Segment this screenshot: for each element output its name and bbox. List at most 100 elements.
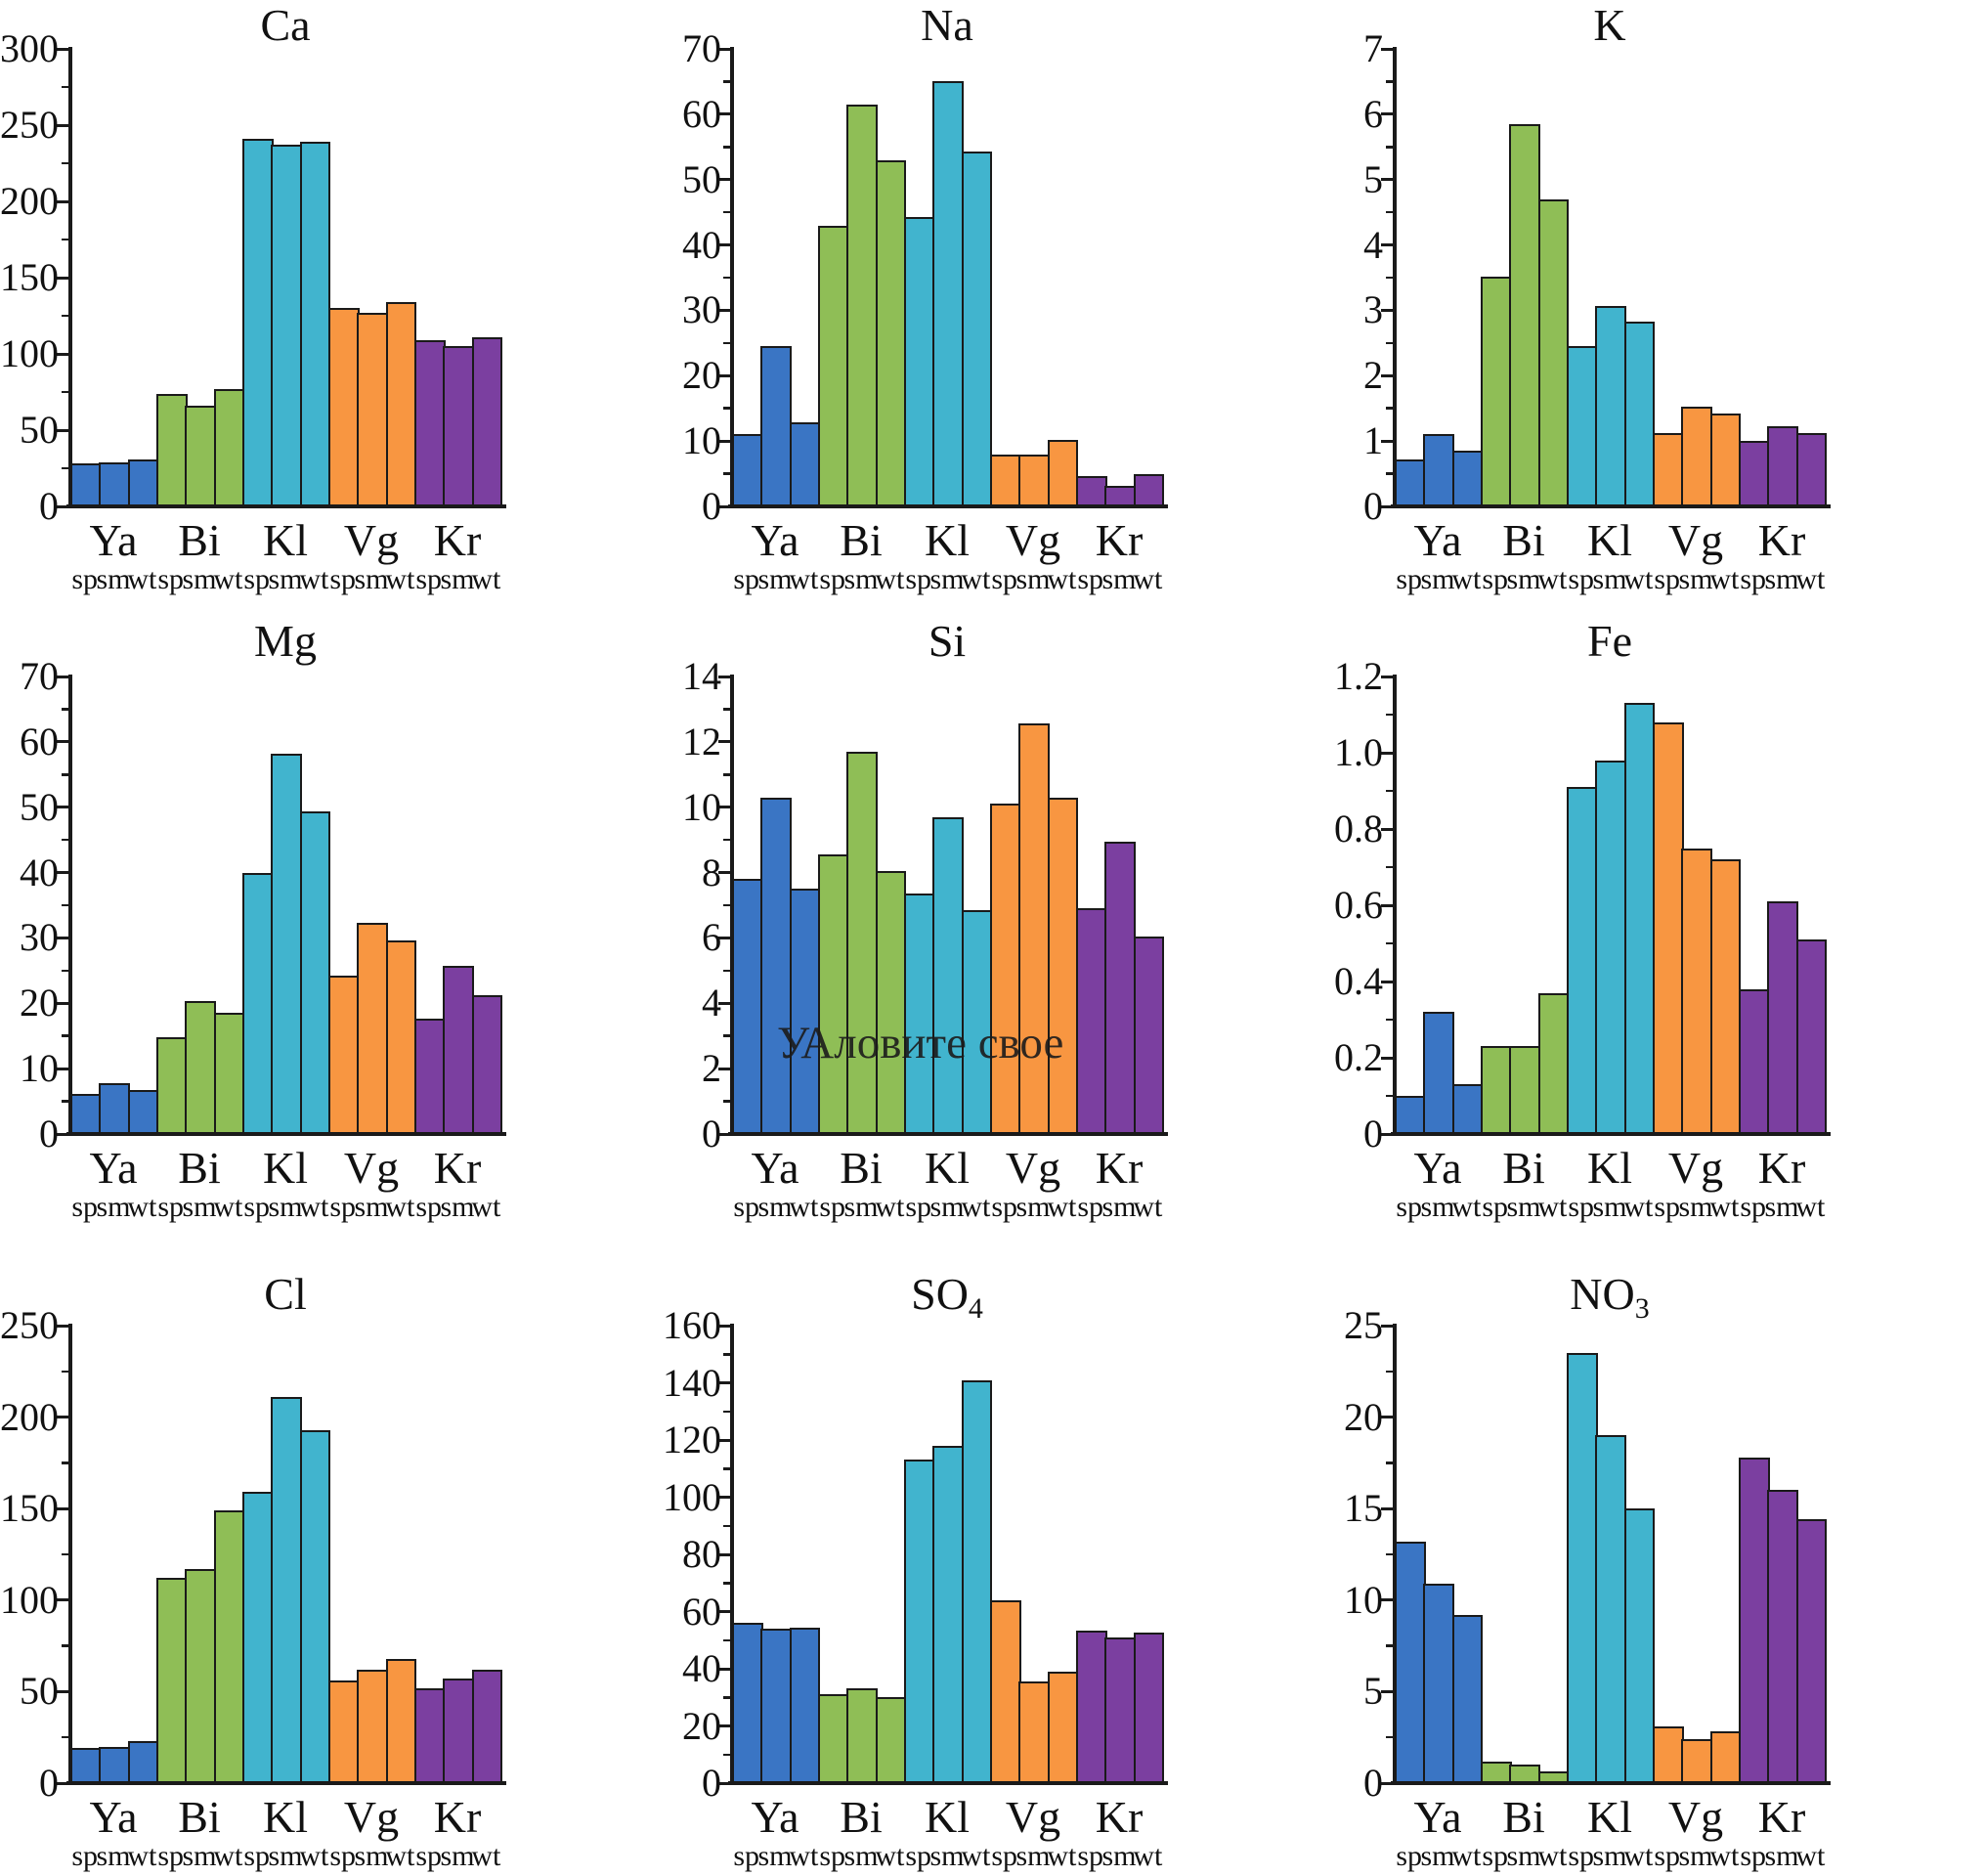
- x-sub-label: sm: [354, 563, 389, 595]
- x-sub-label: sm: [96, 1191, 131, 1223]
- bar-bi-wt: [213, 388, 245, 506]
- y-axis-minor-tick: [723, 1753, 731, 1756]
- bar-kl-sm: [1595, 306, 1627, 506]
- x-sub-label: wt: [875, 1191, 905, 1223]
- y-axis-major-tick: [718, 675, 731, 678]
- x-sub-label: wt: [1047, 563, 1077, 595]
- y-axis-tick-label: 3: [1363, 287, 1383, 332]
- x-group-label: Bi: [1502, 1143, 1545, 1193]
- bar-bi-sm: [185, 1001, 217, 1134]
- y-axis-tick-label: 5: [1363, 156, 1383, 201]
- y-axis-line: [68, 1324, 72, 1785]
- bar-ya-wt: [789, 1627, 821, 1783]
- y-axis-tick-label: 50: [20, 408, 59, 452]
- y-axis-major-tick: [718, 1324, 731, 1328]
- bar-kr-sp: [414, 339, 446, 506]
- y-axis-minor-tick: [723, 969, 731, 973]
- bar-ya-sp: [1395, 1541, 1426, 1783]
- bar-kl-wt: [299, 142, 331, 506]
- bar-ya-wt: [789, 422, 821, 506]
- x-sub-label: wt: [1709, 1840, 1740, 1872]
- y-axis-minor-tick: [723, 146, 731, 149]
- chart-title-text: Si: [928, 616, 967, 666]
- bar-bi-wt: [213, 1510, 245, 1783]
- y-axis-major-tick: [1381, 1781, 1394, 1785]
- x-group-label: Vg: [1005, 1143, 1061, 1193]
- x-group-label: Kr: [1757, 1792, 1806, 1842]
- bar-vg-wt: [1709, 414, 1742, 506]
- x-group-label: Kr: [1757, 1143, 1806, 1193]
- x-sub-label: sp: [415, 1840, 442, 1872]
- bar-kr-sm: [1767, 1490, 1799, 1783]
- bar-kr-sp: [414, 1687, 446, 1783]
- x-sub-label: sm: [354, 1840, 389, 1872]
- x-axis-line: [728, 1781, 1168, 1785]
- x-sub-label: sp: [905, 1840, 931, 1872]
- y-axis-minor-tick: [62, 1034, 69, 1037]
- x-sub-label: sm: [1506, 1191, 1541, 1223]
- x-sub-label: wt: [127, 563, 157, 595]
- bar-kr-sp: [1076, 1630, 1107, 1783]
- bar-kl-sm: [932, 81, 965, 506]
- bar-ya-sp: [732, 879, 763, 1134]
- bar-kl-sp: [242, 1492, 274, 1783]
- bar-ya-sp: [70, 1748, 102, 1783]
- x-sub-label: sm: [96, 563, 131, 595]
- bar-ya-sp: [1395, 458, 1426, 506]
- y-axis-major-tick: [57, 276, 69, 280]
- y-axis-tick-label: 25: [1344, 1303, 1383, 1347]
- chart-cell-fe: Fe 0 0.2 0.4 0.6 0.8 1.0 1.2 Ya Bi Kl Vg Kr sp sm wt sp s…: [1324, 606, 1986, 1223]
- x-sub-label: wt: [1047, 1191, 1077, 1223]
- x-group-label: Kl: [1587, 1143, 1632, 1193]
- y-axis-tick-label: 20: [20, 981, 59, 1025]
- bar-bi-wt: [1537, 198, 1570, 506]
- x-axis-line: [66, 1781, 506, 1785]
- y-axis-minor-tick: [723, 407, 731, 410]
- y-axis-major-tick: [57, 871, 69, 875]
- y-axis-tick-label: 160: [663, 1303, 721, 1347]
- y-axis-minor-tick: [1386, 1644, 1394, 1647]
- bar-ya-wt: [1451, 450, 1484, 506]
- x-group-label: Ya: [1413, 515, 1462, 565]
- bar-kr-sp: [414, 1018, 446, 1134]
- bar-kr-sm: [443, 1679, 475, 1783]
- y-axis-major-tick: [1381, 1132, 1394, 1136]
- x-group-label: Vg: [343, 515, 400, 565]
- y-axis-tick-label: 0: [39, 1112, 59, 1156]
- y-axis-tick-label: 0.4: [1334, 959, 1383, 1003]
- y-axis-minor-tick: [1386, 80, 1394, 83]
- x-sub-label: sm: [1506, 1840, 1541, 1872]
- y-axis-minor-tick: [62, 1644, 69, 1647]
- x-group-label: Kl: [263, 1792, 308, 1842]
- y-axis-major-tick: [57, 1598, 69, 1602]
- y-axis-major-tick: [718, 1496, 731, 1499]
- bar-ya-sm: [1423, 434, 1455, 506]
- y-axis-major-tick: [1381, 504, 1394, 508]
- y-axis-major-tick: [1381, 827, 1394, 831]
- bar-kl-wt: [1623, 1508, 1656, 1783]
- y-axis-minor-tick: [62, 161, 69, 165]
- x-group-label: Kr: [433, 515, 482, 565]
- chart-cell-mg: Mg 0 10 20 30 40 50 60 70 Ya Bi Kl Vg Kr sp sm wt sp sm wt s…: [0, 606, 662, 1223]
- x-sub-label: sm: [843, 1840, 879, 1872]
- bar-vg-sp: [990, 804, 1021, 1134]
- x-sub-label: sp: [243, 563, 270, 595]
- x-sub-label: sp: [733, 563, 759, 595]
- y-axis-major-tick: [57, 675, 69, 678]
- x-sub-label: sm: [268, 1840, 303, 1872]
- x-sub-label: sp: [991, 563, 1017, 595]
- y-axis-major-tick: [57, 740, 69, 744]
- y-axis-major-tick: [718, 1781, 731, 1785]
- y-axis-minor-tick: [723, 341, 731, 345]
- bar-kr-sp: [1076, 908, 1107, 1134]
- bar-kr-sp: [1739, 988, 1770, 1134]
- x-sub-label: sp: [1482, 563, 1508, 595]
- y-axis-tick-label: 4: [1363, 222, 1383, 267]
- y-axis-minor-tick: [1386, 713, 1394, 717]
- x-sub-label: sm: [929, 1191, 965, 1223]
- x-sub-label: sm: [1506, 563, 1541, 595]
- y-axis-tick-label: 200: [0, 179, 59, 223]
- bar-bi-sm: [1509, 123, 1541, 506]
- y-axis-major-tick: [57, 352, 69, 356]
